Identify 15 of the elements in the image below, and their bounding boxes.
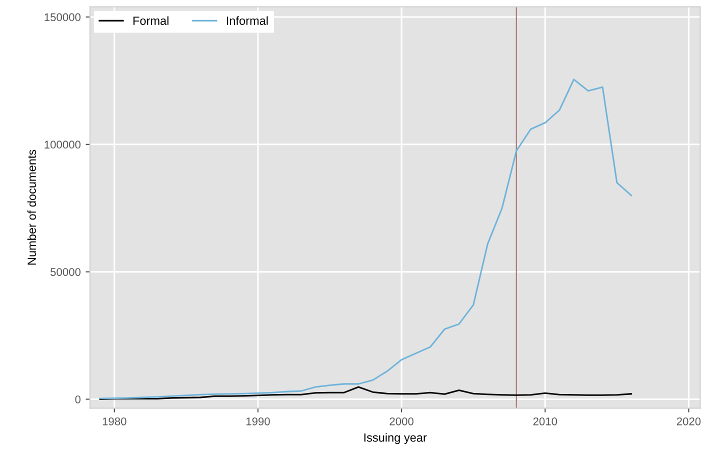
y-tick-label: 100000 <box>44 140 81 149</box>
line-series <box>99 78 632 400</box>
x-tick-label: 1990 <box>246 417 270 426</box>
legend-label: Formal <box>133 16 168 25</box>
y-tick-label: 50000 <box>50 268 81 276</box>
legend-label: Informal <box>226 16 268 25</box>
line-series <box>99 386 632 400</box>
x-tick-label: 1980 <box>102 417 126 426</box>
x-tick-label: 2000 <box>390 417 414 426</box>
x-tick-label: 2010 <box>533 417 558 426</box>
x-axis-title: Issuing year <box>364 433 427 444</box>
y-tick-label: 0 <box>75 395 81 404</box>
y-axis-title: Number of documents <box>27 150 36 265</box>
y-tick-label: 150000 <box>44 13 81 22</box>
x-tick-label: 2020 <box>676 417 701 426</box>
